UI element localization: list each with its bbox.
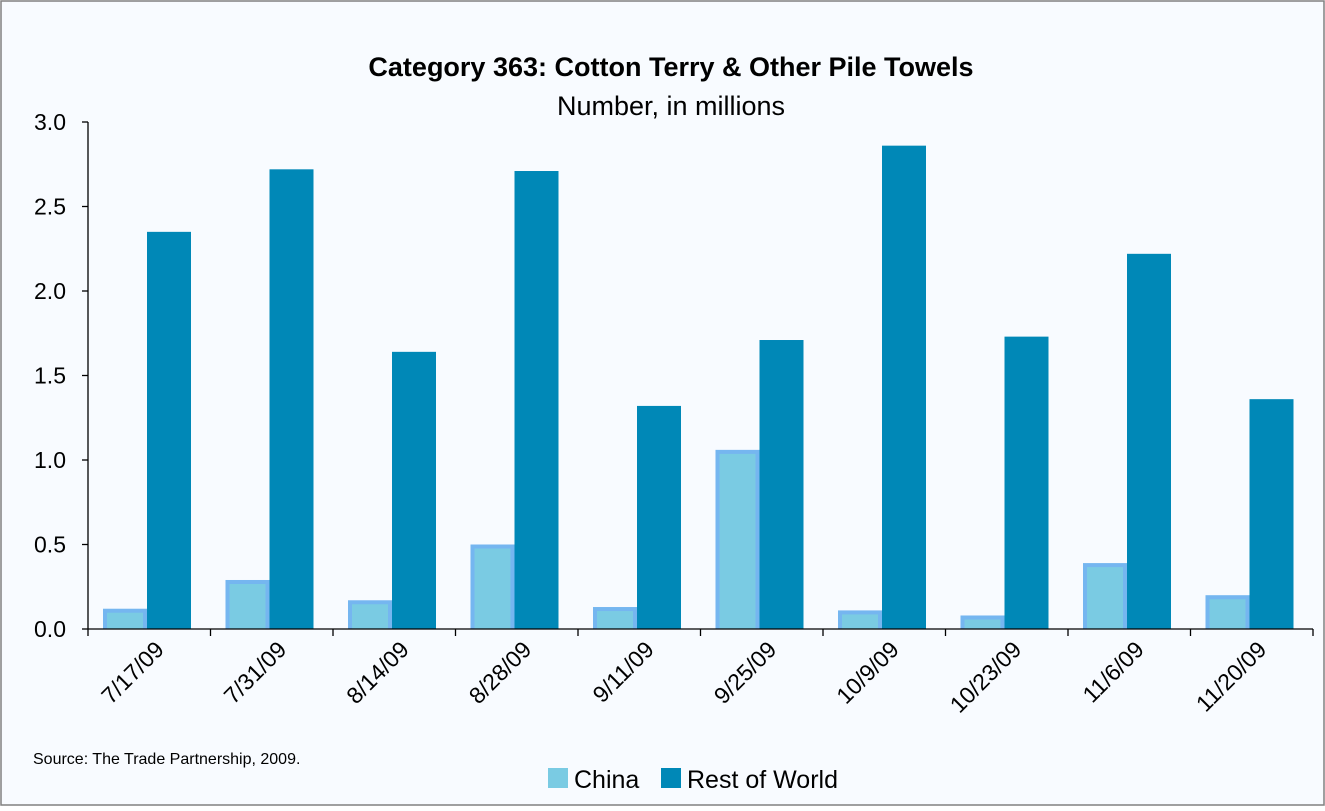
- bars: [103, 145, 1294, 629]
- bar-china-fill: [1087, 567, 1123, 629]
- bar-rest-of-world: [882, 145, 926, 629]
- y-tick-label: 0.5: [34, 532, 66, 558]
- y-tick-label: 2.0: [34, 278, 66, 304]
- legend-swatch-rest-of-world: [661, 768, 681, 788]
- bar-rest-of-world: [514, 171, 559, 629]
- bar-china-fill: [107, 612, 143, 629]
- y-tick-label: 2.5: [34, 194, 66, 220]
- bar-china-fill: [597, 611, 633, 629]
- y-tick-label: 1.0: [34, 447, 66, 473]
- y-axis: 0.0 0.5 1.0 1.5 2.0 2.5 3.0: [34, 109, 89, 642]
- source-note: Source: The Trade Partnership, 2009.: [33, 751, 300, 768]
- legend-label-china: China: [574, 766, 639, 794]
- bar-china-fill: [719, 453, 756, 629]
- bar-china-fill: [474, 548, 511, 629]
- chart-subtitle: Number, in millions: [557, 91, 785, 121]
- bar-rest-of-world: [1127, 253, 1171, 629]
- bar-china-fill: [842, 614, 878, 629]
- y-tick-label: 0.0: [34, 616, 66, 642]
- bar-rest-of-world: [1004, 336, 1049, 629]
- bar-china-fill: [229, 583, 266, 629]
- bar-rest-of-world: [147, 231, 191, 629]
- bar-china-fill: [1209, 599, 1246, 629]
- bar-china-fill: [964, 619, 1001, 629]
- bar-rest-of-world: [392, 351, 436, 629]
- chart-title: Category 363: Cotton Terry & Other Pile …: [368, 52, 973, 82]
- legend-swatch-china: [548, 768, 568, 788]
- bar-rest-of-world: [269, 169, 314, 629]
- bar-rest-of-world: [759, 340, 804, 629]
- y-tick-label: 3.0: [34, 109, 66, 135]
- legend-label-rest-of-world: Rest of World: [687, 766, 838, 794]
- y-tick-label: 1.5: [34, 363, 66, 389]
- bar-rest-of-world: [1249, 399, 1294, 629]
- legend: China Rest of World: [548, 766, 838, 794]
- bar-china-fill: [352, 604, 388, 629]
- bar-rest-of-world: [637, 405, 681, 629]
